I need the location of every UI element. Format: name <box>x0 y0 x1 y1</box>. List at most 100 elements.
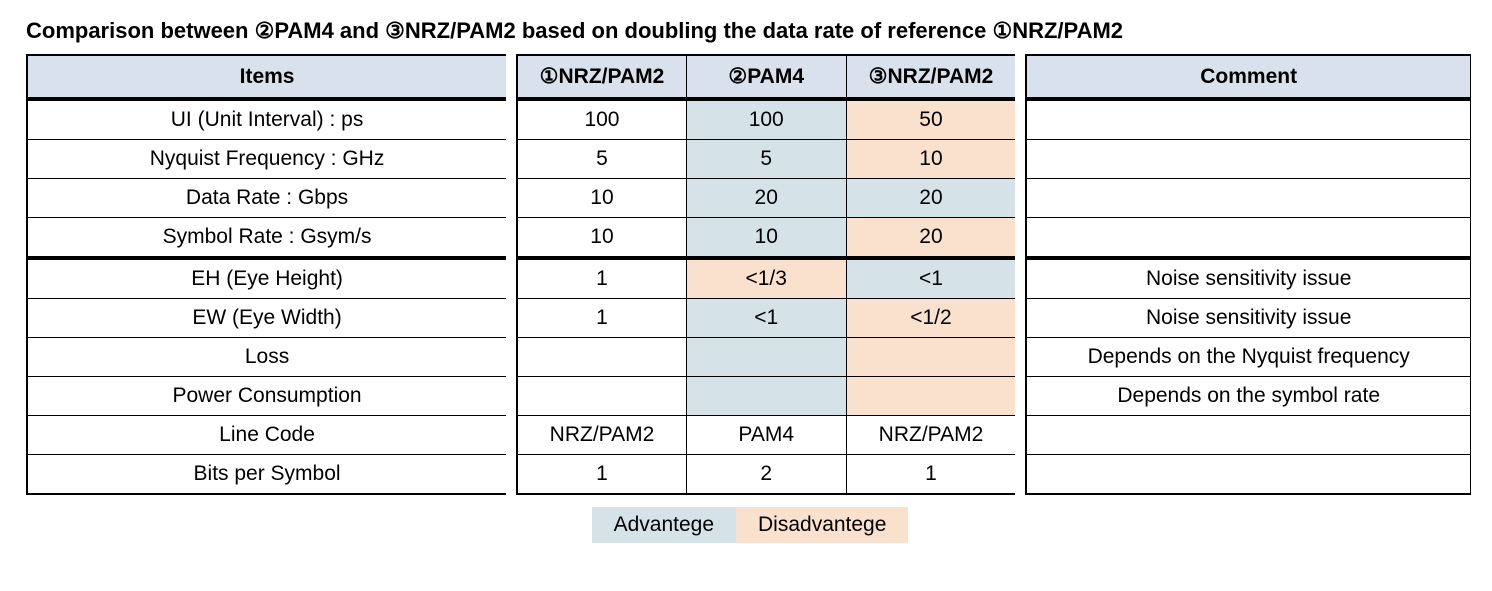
cell-col2 <box>686 377 846 416</box>
cell-item: Loss <box>27 338 506 377</box>
header-col3: ③NRZ/PAM2 <box>846 54 1016 99</box>
legend-advantage: Advantege <box>592 507 736 543</box>
cell-comment <box>1025 99 1470 140</box>
cell-item: EW (Eye Width) <box>27 299 506 338</box>
gap <box>1015 258 1025 299</box>
gap <box>1015 299 1025 338</box>
cell-item: Line Code <box>27 416 506 455</box>
title-text-1: Comparison between <box>26 18 255 43</box>
circled-2-icon: ② <box>255 18 275 44</box>
gap <box>506 377 516 416</box>
cell-col1: NRZ/PAM2 <box>516 416 686 455</box>
cell-item: Data Rate : Gbps <box>27 179 506 218</box>
gap <box>506 54 516 99</box>
cell-comment <box>1025 218 1470 258</box>
cell-col2: <1/3 <box>686 258 846 299</box>
header-items: Items <box>27 54 506 99</box>
cell-col2: 20 <box>686 179 846 218</box>
cell-col1: 1 <box>516 455 686 495</box>
header-col1-label: NRZ/PAM2 <box>559 65 665 88</box>
cell-col3: <1/2 <box>846 299 1016 338</box>
header-col2-label: PAM4 <box>747 65 804 88</box>
table-row: EH (Eye Height)1<1/3<1Noise sensitivity … <box>27 258 1470 299</box>
cell-col1: 10 <box>516 218 686 258</box>
cell-comment <box>1025 416 1470 455</box>
cell-col2: 100 <box>686 99 846 140</box>
cell-item: Bits per Symbol <box>27 455 506 495</box>
legend-disadvantage: Disadvantege <box>736 507 908 543</box>
cell-comment: Depends on the symbol rate <box>1025 377 1470 416</box>
cell-col1 <box>516 377 686 416</box>
header-col3-label: NRZ/PAM2 <box>888 65 994 88</box>
circled-2-icon: ② <box>728 64 747 89</box>
cell-col1 <box>516 338 686 377</box>
cell-col2: 5 <box>686 140 846 179</box>
cell-col3: 1 <box>846 455 1016 495</box>
cell-item: Nyquist Frequency : GHz <box>27 140 506 179</box>
cell-comment: Depends on the Nyquist frequency <box>1025 338 1470 377</box>
title-text-2: PAM4 and <box>274 18 385 43</box>
cell-col3 <box>846 338 1016 377</box>
cell-col2: PAM4 <box>686 416 846 455</box>
title-text-3: NRZ/PAM2 based on doubling the data rate… <box>405 18 993 43</box>
cell-col3: <1 <box>846 258 1016 299</box>
circled-3-icon: ③ <box>869 64 888 89</box>
table-row: Symbol Rate : Gsym/s101020 <box>27 218 1470 258</box>
circled-3-icon: ③ <box>385 18 405 44</box>
gap <box>506 258 516 299</box>
cell-col3: NRZ/PAM2 <box>846 416 1016 455</box>
cell-comment: Noise sensitivity issue <box>1025 299 1470 338</box>
gap <box>1015 416 1025 455</box>
cell-item: EH (Eye Height) <box>27 258 506 299</box>
legend: Advantege Disadvantege <box>26 507 1474 543</box>
gap <box>506 179 516 218</box>
cell-comment <box>1025 179 1470 218</box>
circled-1-icon: ① <box>992 18 1012 44</box>
cell-col2: <1 <box>686 299 846 338</box>
table-row: Bits per Symbol121 <box>27 455 1470 495</box>
page-title: Comparison between ②PAM4 and ③NRZ/PAM2 b… <box>26 18 1474 54</box>
cell-item: Symbol Rate : Gsym/s <box>27 218 506 258</box>
table-row: EW (Eye Width) 1<1<1/2Noise sensitivity i… <box>27 299 1470 338</box>
cell-col1: 1 <box>516 258 686 299</box>
cell-comment <box>1025 140 1470 179</box>
cell-col1: 5 <box>516 140 686 179</box>
cell-col2: 2 <box>686 455 846 495</box>
title-text-4: NRZ/PAM2 <box>1012 18 1123 43</box>
cell-col3: 10 <box>846 140 1016 179</box>
header-comment: Comment <box>1025 54 1470 99</box>
table-row: Line Code NRZ/PAM2PAM4NRZ/PAM2 <box>27 416 1470 455</box>
gap <box>506 99 516 140</box>
gap <box>1015 377 1025 416</box>
header-row: Items ①NRZ/PAM2 ②PAM4 ③NRZ/PAM2 Comment <box>27 54 1470 99</box>
cell-col1: 100 <box>516 99 686 140</box>
gap <box>1015 338 1025 377</box>
gap <box>1015 140 1025 179</box>
cell-col2 <box>686 338 846 377</box>
cell-col3: 50 <box>846 99 1016 140</box>
cell-comment <box>1025 455 1470 495</box>
cell-col3 <box>846 377 1016 416</box>
header-col2: ②PAM4 <box>686 54 846 99</box>
gap <box>1015 179 1025 218</box>
cell-col2: 10 <box>686 218 846 258</box>
table-body: UI (Unit Interval) : ps10010050Nyquist F… <box>27 99 1470 495</box>
cell-comment: Noise sensitivity issue <box>1025 258 1470 299</box>
table-row: Nyquist Frequency : GHz5510 <box>27 140 1470 179</box>
gap <box>506 140 516 179</box>
table-row: Loss Depends on the Nyquist frequency <box>27 338 1470 377</box>
table-row: Power ConsumptionDepends on the symbol r… <box>27 377 1470 416</box>
gap <box>1015 54 1025 99</box>
gap <box>1015 455 1025 495</box>
cell-col3: 20 <box>846 218 1016 258</box>
gap <box>1015 99 1025 140</box>
gap <box>506 299 516 338</box>
header-col1: ①NRZ/PAM2 <box>516 54 686 99</box>
gap <box>506 338 516 377</box>
cell-col1: 1 <box>516 299 686 338</box>
cell-col3: 20 <box>846 179 1016 218</box>
gap <box>506 455 516 495</box>
cell-col1: 10 <box>516 179 686 218</box>
gap <box>506 416 516 455</box>
table-row: Data Rate : Gbps102020 <box>27 179 1470 218</box>
